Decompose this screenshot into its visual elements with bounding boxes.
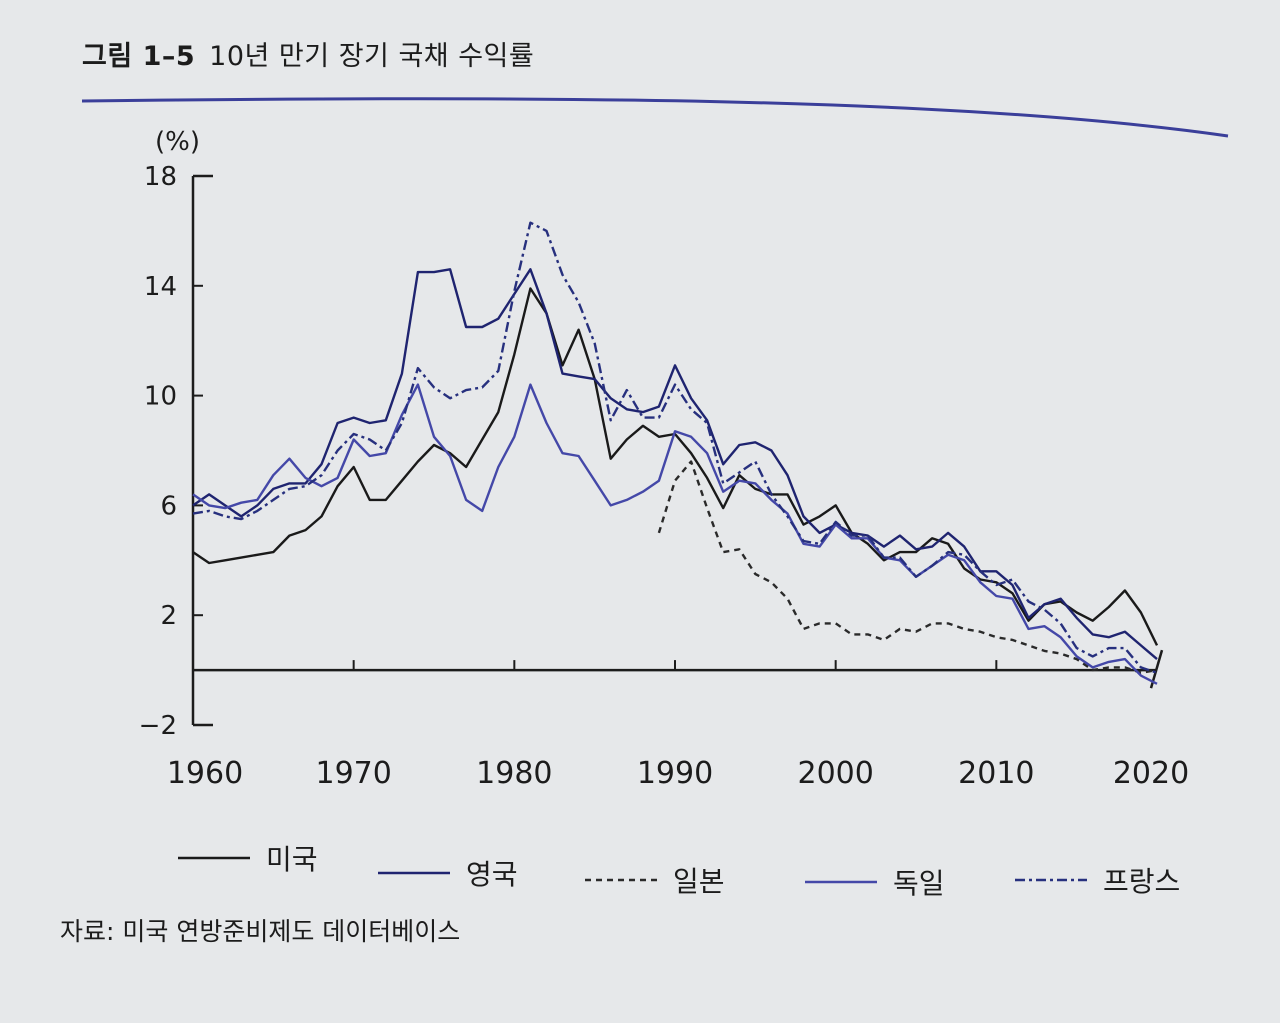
figure-title: 그림 1–5 10년 만기 장기 국채 수익률: [82, 34, 534, 73]
series-line-uk: [192, 268, 1158, 661]
x-tick-label: 1970: [315, 756, 391, 791]
legend-label-us: 미국: [266, 843, 318, 876]
series-line-us: [192, 287, 1159, 646]
x-tick-label: 1960: [167, 756, 243, 791]
legend-label-fr: 프랑스: [1103, 865, 1180, 898]
series-lines: [192, 221, 1159, 685]
axes: (%) 18 14 10 6 2 −2 1960 1970 1980 1990 2000 2010 202…: [139, 127, 1190, 791]
legend-label-de: 독일: [893, 867, 945, 900]
x-tick-label: 2020: [1113, 756, 1189, 791]
y-tick-label: −2: [139, 711, 177, 741]
x-tick-label: 1990: [637, 756, 713, 791]
series-line-jp: [657, 460, 1158, 674]
y-tick-label: 14: [144, 272, 177, 302]
series-line-fr: [192, 221, 1158, 674]
source-note: 자료: 미국 연방준비제도 데이터베이스: [60, 917, 461, 946]
y-tick-label: 6: [160, 491, 177, 521]
x-tick-label: 1980: [476, 756, 552, 791]
y-axis-unit-label: (%): [155, 127, 200, 157]
y-tick-label: 2: [160, 601, 177, 631]
y-tick-label: 10: [144, 382, 177, 412]
x-tick-label: 2010: [958, 756, 1034, 791]
legend-label-jp: 일본: [673, 865, 725, 898]
title-rule: [81, 97, 1229, 138]
legend: 미국 영국 일본 독일 프랑스: [178, 843, 1180, 900]
y-tick-label: 18: [144, 162, 177, 192]
figure-label: 그림 1–5: [82, 41, 196, 72]
figure-title-text: 10년 만기 장기 국채 수익률: [209, 41, 535, 72]
series-line-de: [192, 383, 1158, 685]
x-tick-label: 2000: [797, 756, 873, 791]
legend-label-uk: 영국: [466, 858, 518, 891]
